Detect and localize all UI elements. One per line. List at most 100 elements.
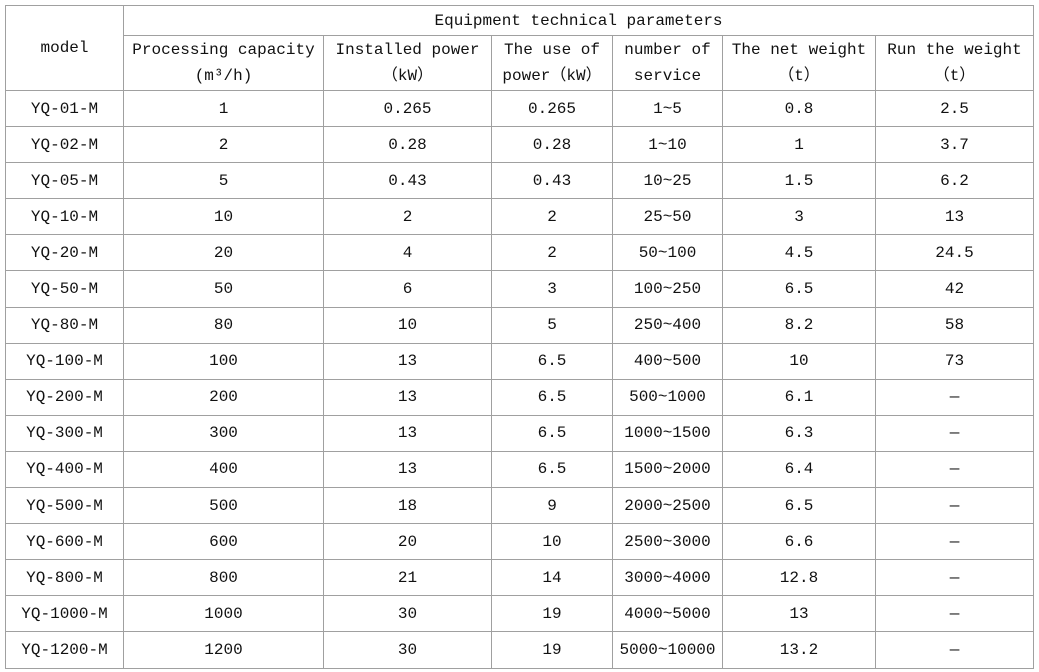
value-cell: 0.43 [323, 162, 492, 200]
header-line: The use of [503, 41, 600, 59]
model-cell: YQ-400-M [5, 450, 124, 489]
value-cell: 0.265 [491, 89, 613, 128]
column-header: Installed power （kW） [323, 35, 492, 91]
header-row: Processing capacity (m³/h) Installed power… [6, 35, 1035, 91]
value-cell: 6.3 [722, 414, 876, 452]
value-cell: 3.7 [874, 126, 1035, 164]
model-cell: YQ-600-M [5, 523, 124, 561]
value-cell: 2 [491, 198, 613, 236]
value-cell: 6.5 [722, 270, 876, 308]
parameter-table: model Equipment technical parameters Pro… [5, 5, 1035, 669]
value-cell: 6.5 [491, 342, 613, 380]
value-cell: — [874, 450, 1035, 489]
value-cell: 6.1 [722, 378, 876, 416]
value-cell: 0.28 [491, 126, 613, 164]
value-cell: 30 [323, 631, 492, 669]
value-cell: 1000 [123, 595, 324, 633]
model-cell: YQ-100-M [5, 342, 124, 380]
value-cell: 400 [123, 450, 324, 489]
value-cell: 2500~3000 [612, 523, 723, 561]
model-cell: YQ-01-M [5, 89, 124, 128]
value-cell: 8.2 [722, 306, 876, 344]
value-cell: 4.5 [722, 234, 876, 272]
value-cell: 13 [722, 595, 876, 633]
table-body: model Equipment technical parameters Pro… [5, 5, 1035, 669]
value-cell: 20 [123, 234, 324, 272]
value-cell: 300 [123, 414, 324, 452]
value-cell: 10~25 [612, 162, 723, 200]
value-cell: 24.5 [874, 234, 1035, 272]
value-cell: 6.5 [491, 450, 613, 489]
value-cell: 1500~2000 [612, 450, 723, 489]
data-row: YQ-1200-M 1200 30 19 5000~10000 13.2— [5, 631, 1035, 669]
value-cell: 42 [874, 270, 1035, 308]
header-line: service [633, 67, 702, 85]
value-cell: 600 [123, 523, 324, 561]
header-row: model Equipment technical parameters [5, 5, 1035, 91]
value-cell: 6.4 [722, 450, 876, 489]
value-cell: 58 [874, 306, 1035, 344]
value-cell: 19 [491, 631, 613, 669]
data-row: YQ-01-M 1 0.265 0.265 1~5 0.8 2.5 [5, 89, 1035, 128]
data-row: YQ-05-M 5 0.43 0.43 10~25 1.5 6.2 [5, 162, 1035, 200]
model-cell: YQ-20-M [5, 234, 124, 272]
value-cell: 13 [323, 378, 492, 416]
value-cell: 2.5 [874, 89, 1035, 128]
value-cell: 2000~2500 [612, 487, 723, 525]
value-cell: 20 [323, 523, 492, 561]
value-cell: — [874, 631, 1035, 669]
value-cell: 800 [123, 559, 324, 597]
value-cell: 1 [123, 89, 324, 128]
value-cell: 5 [123, 162, 324, 200]
value-cell: 6.5 [491, 414, 613, 452]
data-row: YQ-50-M 50 6 3 100~250 6.5 42 [5, 270, 1035, 308]
value-cell: 1200 [123, 631, 324, 669]
data-row: YQ-100-M 100 13 6.5 400~500 10 73 [5, 342, 1035, 380]
value-cell: 400~500 [612, 342, 723, 380]
model-cell: YQ-300-M [5, 414, 124, 452]
value-cell: 19 [491, 595, 613, 633]
value-cell: 10 [722, 342, 876, 380]
value-cell: 80 [123, 306, 324, 344]
value-cell: 9 [491, 487, 613, 525]
value-cell: 25~50 [612, 198, 723, 236]
value-cell: 5 [491, 306, 613, 344]
model-cell: YQ-1200-M [5, 631, 124, 669]
data-row: YQ-800-M 800 21 14 3000~4000 12.8— [5, 559, 1035, 597]
header-line: (m³/h) [194, 67, 253, 85]
value-cell: 100~250 [612, 270, 723, 308]
value-cell: 5000~10000 [612, 631, 723, 669]
data-row: YQ-02-M 2 0.28 0.28 1~10 1 3.7 [5, 126, 1035, 164]
data-row: YQ-500-M 500 18 9 2000~2500 6.5— [5, 487, 1035, 525]
header-line: （t） [778, 67, 820, 85]
data-row: YQ-300-M 300 13 6.5 1000~1500 6.3— [5, 414, 1035, 452]
model-cell: YQ-500-M [5, 487, 124, 525]
model-cell: YQ-800-M [5, 559, 124, 597]
value-cell: 13 [323, 342, 492, 380]
value-cell: 1 [722, 126, 876, 164]
value-cell: 10 [323, 306, 492, 344]
value-cell: 21 [323, 559, 492, 597]
column-header: The net weight （t） [722, 35, 876, 91]
header-line: Run the weight [887, 41, 1022, 59]
header-line: power（kW） [502, 67, 602, 85]
column-header: Processing capacity (m³/h) [123, 35, 324, 91]
value-cell: 30 [323, 595, 492, 633]
model-cell: YQ-10-M [5, 198, 124, 236]
value-cell: 6.5 [491, 378, 613, 416]
data-row: YQ-10-M 10 2 2 25~50 3 13 [5, 198, 1035, 236]
value-cell: 0.28 [323, 126, 492, 164]
header-line: Installed power [335, 41, 480, 59]
value-cell: 1~5 [612, 89, 723, 128]
data-row: YQ-1000-M 1000 30 19 4000~5000 13— [5, 595, 1035, 633]
value-cell: — [874, 523, 1035, 561]
data-row: YQ-200-M 200 13 6.5 500~1000 6.1— [5, 378, 1035, 416]
value-cell: 50~100 [612, 234, 723, 272]
value-cell: 13 [874, 198, 1035, 236]
model-cell: YQ-200-M [5, 378, 124, 416]
value-cell: 3000~4000 [612, 559, 723, 597]
value-cell: 6.5 [722, 487, 876, 525]
value-cell: 6.6 [722, 523, 876, 561]
value-cell: 13 [323, 414, 492, 452]
value-cell: — [874, 595, 1035, 633]
